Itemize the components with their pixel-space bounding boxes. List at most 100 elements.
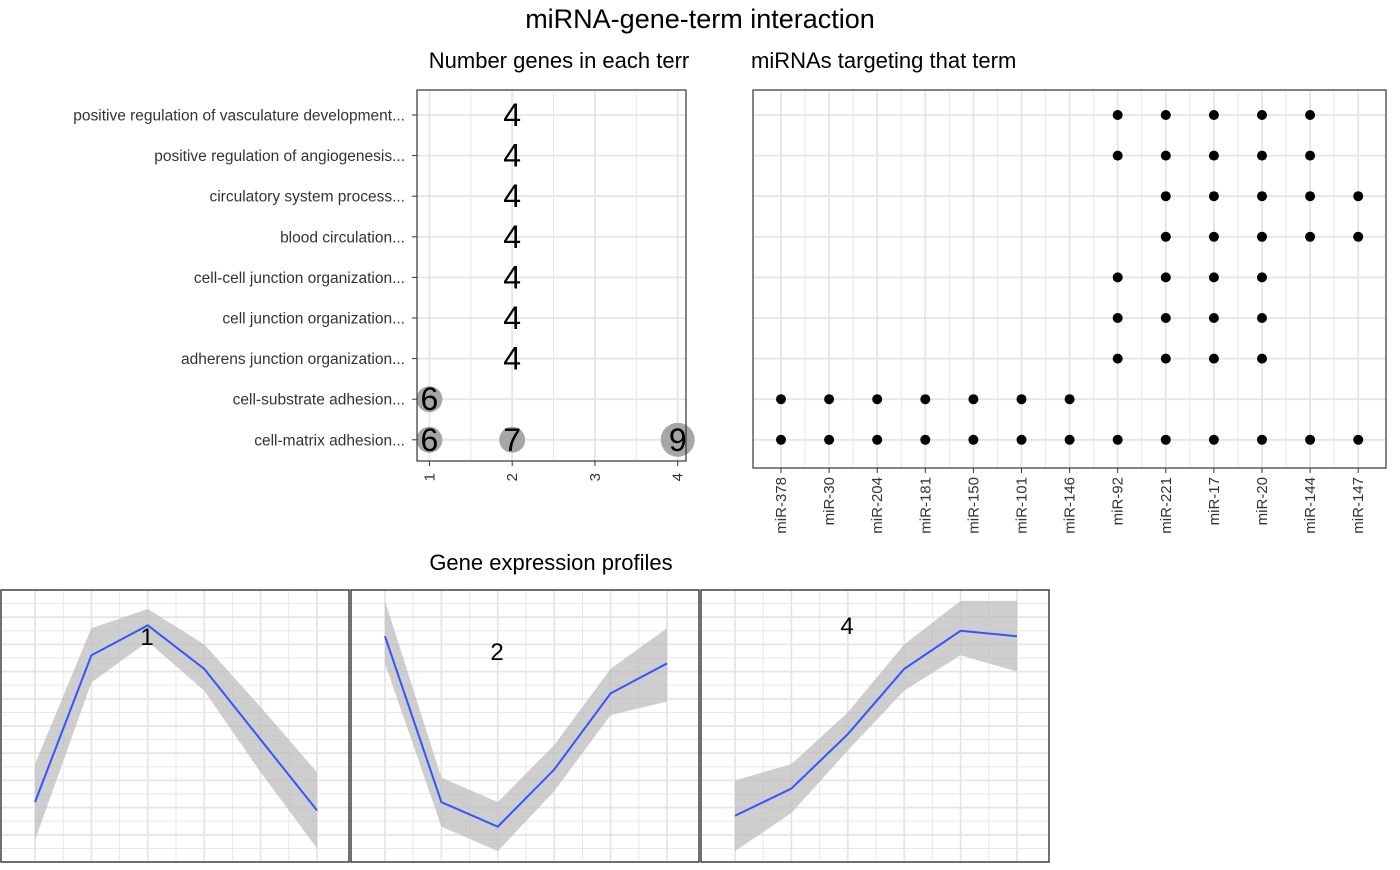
mirna-dot xyxy=(1353,191,1364,202)
x-tick-label: 4 xyxy=(670,473,687,481)
mirna-dot xyxy=(920,394,931,405)
mirna-dot xyxy=(824,394,835,405)
mirna-dot xyxy=(1160,313,1171,323)
count-label: 7 xyxy=(503,422,521,458)
mirna-dot xyxy=(1208,313,1219,323)
mirna-label: miR-204 xyxy=(869,477,886,534)
mirna-dot xyxy=(1257,434,1267,445)
mirna-dot xyxy=(1208,353,1219,364)
term-label: positive regulation of angiogenesis... xyxy=(154,148,405,165)
count-label: 9 xyxy=(669,422,687,458)
count-label: 4 xyxy=(503,341,521,377)
count-bubble xyxy=(416,426,443,453)
mirna-label: miR-101 xyxy=(1014,477,1031,534)
confidence-ribbon xyxy=(735,600,1017,852)
term-label: blood circulation... xyxy=(280,229,405,246)
panel-border xyxy=(700,589,1050,863)
mirna-dot xyxy=(1305,434,1316,445)
term-label: cell junction organization... xyxy=(222,311,405,328)
count-label: 4 xyxy=(503,97,521,133)
panel-border xyxy=(416,89,687,462)
panel-border xyxy=(0,589,350,863)
mirna-dot xyxy=(1112,110,1123,120)
confidence-ribbon xyxy=(385,600,667,852)
expression-panel: 1 xyxy=(0,589,350,863)
mirna-dot xyxy=(968,434,979,445)
x-tick-label: 1 xyxy=(421,473,438,481)
mirna-dot xyxy=(1112,272,1123,283)
mirna-dot xyxy=(776,434,786,445)
mirna-dot xyxy=(1353,434,1364,445)
count-label: 4 xyxy=(503,178,521,214)
mirna-dot xyxy=(1208,272,1219,283)
mirna-dot xyxy=(1160,231,1171,242)
mirna-dot xyxy=(872,394,883,405)
mirna-dot xyxy=(1257,353,1267,364)
count-bubble xyxy=(499,426,526,453)
count-label: 6 xyxy=(421,422,439,458)
mirna-dot xyxy=(1160,353,1171,364)
mirna-dot xyxy=(1257,150,1267,161)
count-label: 4 xyxy=(503,219,521,255)
term-count-panel-title: Number genes in each terr xyxy=(429,48,689,73)
mirna-dot xyxy=(1208,434,1219,445)
mirna-dot xyxy=(1112,150,1123,161)
mirna-panel: miR-378 miR-30 miR-204 miR-181 miR-150 miR-10… xyxy=(752,89,1387,534)
mirna-dot xyxy=(1112,313,1123,323)
cluster-label: 4 xyxy=(840,613,853,640)
mirna-dot xyxy=(1016,434,1027,445)
mirna-dot xyxy=(920,434,931,445)
count-label: 4 xyxy=(503,300,521,336)
mirna-label: miR-221 xyxy=(1158,477,1175,534)
term-label: positive regulation of vasculature devel… xyxy=(73,108,405,125)
expression-panel-title: Gene expression profiles xyxy=(429,550,672,575)
mirna-panel-title: miRNAs targeting that term xyxy=(751,48,1016,73)
term-label: adherens junction organization... xyxy=(181,351,405,368)
mirna-dot xyxy=(1257,110,1267,120)
count-label: 4 xyxy=(503,259,521,295)
mirna-dot xyxy=(1160,434,1171,445)
mirna-dot xyxy=(824,434,835,445)
term-label: cell-cell junction organization... xyxy=(194,270,405,287)
expression-panel: 4 xyxy=(700,589,1050,863)
mirna-dot xyxy=(1305,231,1316,242)
mirna-dot xyxy=(1257,231,1267,242)
mirna-dot xyxy=(1064,394,1075,405)
cluster-label: 2 xyxy=(490,639,503,666)
expression-panel: 2 xyxy=(350,589,700,863)
x-tick-label: 3 xyxy=(587,473,604,481)
mirna-label: miR-378 xyxy=(773,477,790,534)
mirna-dot xyxy=(1064,434,1075,445)
mean-line xyxy=(384,635,668,828)
mirna-dot xyxy=(1160,272,1171,283)
mirna-dot xyxy=(1160,191,1171,202)
mirna-dot xyxy=(1208,191,1219,202)
term-label: cell-matrix adhesion... xyxy=(254,432,405,449)
count-label: 6 xyxy=(421,381,439,417)
mirna-label: miR-181 xyxy=(917,477,934,534)
count-bubble xyxy=(416,386,443,413)
mirna-dot xyxy=(1257,191,1267,202)
mirna-label: miR-30 xyxy=(821,477,838,525)
mirna-label: miR-146 xyxy=(1062,477,1079,534)
mirna-label: miR-92 xyxy=(1110,477,1127,525)
mirna-dot xyxy=(776,394,786,405)
mirna-label: miR-147 xyxy=(1350,477,1367,534)
mirna-dot xyxy=(1112,353,1123,364)
x-tick-label: 2 xyxy=(504,473,521,481)
confidence-ribbon xyxy=(35,609,317,849)
mirna-label: miR-20 xyxy=(1254,477,1271,525)
mirna-dot xyxy=(1305,110,1316,120)
expression-profiles: 1 2 4 xyxy=(0,589,1050,863)
term-count-panel: positive regulation of vasculature devel… xyxy=(73,89,695,481)
mirna-dot xyxy=(1016,394,1027,405)
mirna-dot xyxy=(1305,191,1316,202)
mirna-dot xyxy=(1160,110,1171,120)
mirna-label: miR-144 xyxy=(1302,477,1319,534)
mirna-dot xyxy=(1257,313,1267,323)
mirna-dot xyxy=(1208,150,1219,161)
mirna-dot xyxy=(1353,231,1364,242)
mean-line xyxy=(734,629,1018,817)
term-label: circulatory system process... xyxy=(209,189,405,206)
